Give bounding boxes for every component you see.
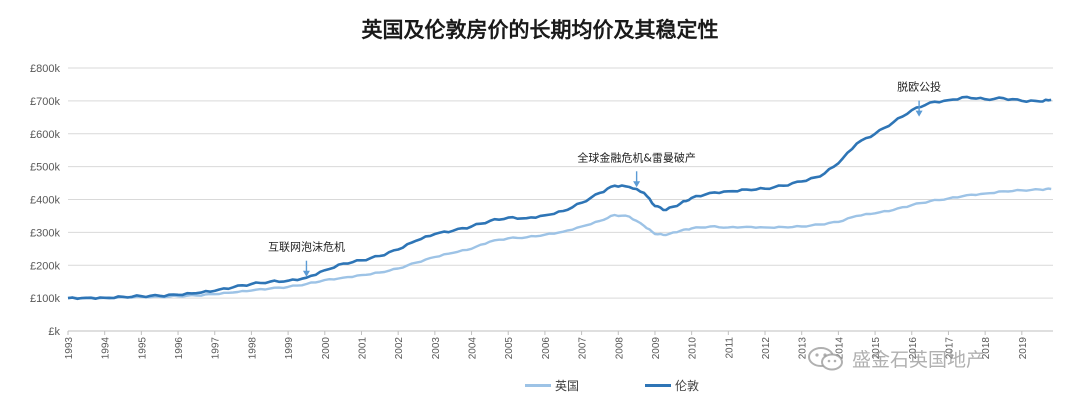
annotation-label: 脱欧公投 xyxy=(897,80,941,94)
x-axis: 1993 1994 1995 1996 1997 1998 1999 2000 2001 2002… xyxy=(64,331,1029,359)
watermark: 盛金石英国地产 xyxy=(806,345,985,372)
series-line-london xyxy=(67,95,1052,301)
x-tick-label: 1994 xyxy=(101,337,112,360)
annotation-arrow-head xyxy=(915,110,923,117)
series-lines xyxy=(67,95,1052,301)
x-tick-label: 2002 xyxy=(394,337,405,360)
legend-item-uk: 英国 xyxy=(525,377,579,394)
x-tick-label: 2007 xyxy=(578,337,589,360)
x-tick-label: 2010 xyxy=(688,337,699,360)
annotation-arrow-head xyxy=(633,181,641,188)
gridlines xyxy=(68,67,1053,332)
x-tick-label: 1999 xyxy=(284,337,295,360)
x-tick-label: 2009 xyxy=(651,337,662,360)
annotation-label: 全球金融危机&雷曼破产 xyxy=(577,150,696,164)
annotation-arrow-head xyxy=(302,270,310,277)
watermark-text: 盛金石英国地产 xyxy=(852,349,986,371)
x-tick-label: 2006 xyxy=(541,337,552,360)
x-tick-label: 1995 xyxy=(137,337,148,360)
y-axis: £k £100k £200k £300k £400k £500k £600k £700k £80… xyxy=(30,63,60,338)
y-tick-label: £600k xyxy=(30,129,60,141)
y-tick-label: £700k xyxy=(30,96,60,108)
x-tick-label: 2019 xyxy=(1018,337,1029,360)
y-tick-label: £800k xyxy=(30,63,60,75)
y-tick-label: £400k xyxy=(30,195,60,207)
legend-swatch-uk xyxy=(525,384,551,387)
legend-label-london: 伦敦 xyxy=(675,379,700,393)
series-line-uk xyxy=(67,187,1052,300)
legend-item-london: 伦敦 xyxy=(645,377,699,394)
legend-label-uk: 英国 xyxy=(555,379,580,393)
x-tick-label: 1997 xyxy=(211,337,222,360)
x-tick-label: 2012 xyxy=(761,337,772,360)
x-tick-label: 1993 xyxy=(64,337,75,360)
x-tick-label: 2015 xyxy=(871,337,882,360)
legend: 英国 伦敦 xyxy=(0,377,1080,397)
x-tick-label: 2001 xyxy=(357,337,368,360)
x-tick-label: 2005 xyxy=(504,337,515,360)
x-tick-label: 2011 xyxy=(724,337,735,359)
x-tick-label: 1996 xyxy=(174,337,185,360)
wechat-icon xyxy=(808,346,843,370)
x-tick-label: 2016 xyxy=(908,337,919,360)
annotations: 互联网泡沫危机 全球金融危机&雷曼破产 脱欧公投 xyxy=(268,80,941,277)
y-tick-label: £300k xyxy=(30,227,60,239)
y-tick-label: £k xyxy=(48,326,60,338)
x-tick-label: 2008 xyxy=(614,337,625,360)
annotation-label: 互联网泡沫危机 xyxy=(268,240,345,254)
x-tick-label: 1998 xyxy=(247,337,258,360)
x-tick-label: 2000 xyxy=(321,337,332,360)
y-tick-label: £100k xyxy=(30,293,60,305)
chart-title: 英国及伦敦房价的长期均价及其稳定性 xyxy=(361,18,719,42)
y-tick-label: £200k xyxy=(30,260,60,272)
y-tick-label: £500k xyxy=(30,162,60,174)
x-tick-label: 2018 xyxy=(981,337,992,360)
x-tick-label: 2013 xyxy=(798,337,809,360)
x-tick-label: 2014 xyxy=(834,337,845,360)
x-tick-label: 2003 xyxy=(431,337,442,360)
legend-swatch-london xyxy=(645,384,671,387)
x-tick-label: 2017 xyxy=(944,337,955,360)
x-tick-label: 2004 xyxy=(468,337,479,360)
